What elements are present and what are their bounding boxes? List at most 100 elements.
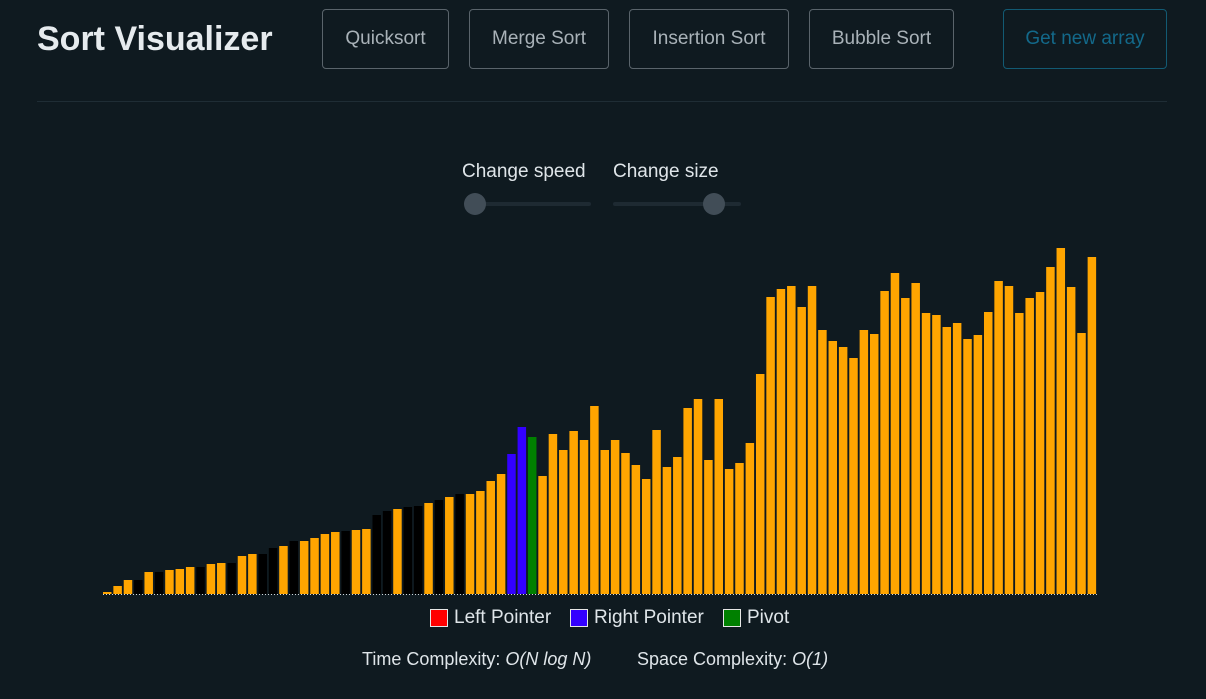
array-bar [527,437,537,594]
array-bar [942,327,952,594]
size-slider-label: Change size [613,161,719,182]
space-complexity: Space Complexity: O(1) [637,649,828,670]
array-bar [745,443,755,594]
array-bar [766,297,775,594]
array-bar [704,460,713,594]
array-bar [227,563,236,594]
array-bar [258,554,267,594]
bubble-sort-button[interactable]: Bubble Sort [809,9,954,69]
size-slider-thumb[interactable] [703,193,726,215]
array-bar [797,307,806,594]
array-bar [517,427,527,594]
array-bar [1015,313,1024,594]
array-bar [289,541,299,594]
array-bar [476,491,485,594]
array-bar [714,399,724,594]
speed-slider-thumb[interactable] [464,193,486,215]
page-title: Sort Visualizer [37,20,273,58]
array-bar [382,511,392,594]
array-bar [496,474,506,594]
array-bar [849,358,858,594]
array-bar [1035,292,1045,594]
array-bar [1046,267,1055,594]
array-bar [548,434,558,594]
array-bar [932,315,941,594]
array-bar [590,406,599,594]
array-bar [621,453,630,594]
array-bar [1077,333,1086,594]
array-bar [455,494,464,594]
array-bar [185,567,195,594]
array-bar [911,283,920,594]
array-bar [248,554,257,594]
array-bar [921,313,931,594]
array-bar [144,572,153,594]
array-bar [973,335,983,594]
array-bar [859,330,869,594]
array-bar [310,538,319,594]
array-bar [393,509,402,594]
time-complexity: Time Complexity: O(N log N) [362,649,591,670]
array-bar [299,541,309,594]
array-bar [217,563,226,594]
array-bar [320,534,330,594]
array-bar [1056,248,1066,594]
app-header: Sort Visualizer Quicksort Merge Sort Ins… [37,0,1167,102]
array-bar [641,479,651,594]
array-bar [724,469,734,594]
speed-slider-label: Change speed [462,161,586,182]
array-bar [755,374,765,594]
array-bar [268,548,278,594]
array-bar [559,450,568,594]
left-pointer-legend-label: Left Pointer [454,607,552,628]
array-bar [776,289,786,594]
array-bar [569,431,578,594]
array-bar [631,465,641,594]
get-new-array-button[interactable]: Get new array [1003,9,1167,69]
array-bar [486,481,495,594]
insertion-sort-button[interactable]: Insertion Sort [629,9,789,69]
quicksort-button[interactable]: Quicksort [322,9,449,69]
array-bar [1025,298,1034,594]
right-pointer-swatch [570,609,588,627]
array-bar [683,408,692,594]
array-bar [652,430,661,594]
array-bar [351,530,361,594]
speed-slider-track[interactable] [464,202,591,206]
array-bar [983,312,993,594]
array-bar [507,454,516,594]
array-bar [123,580,133,594]
array-bar [465,494,475,594]
array-bar [828,341,838,594]
time-complexity-value: O(N log N) [505,649,592,669]
array-bar [196,567,205,594]
array-bar [673,457,682,594]
array-bar [362,529,371,594]
array-bar [807,286,817,594]
space-complexity-value: O(1) [792,649,829,669]
array-bar [880,291,889,594]
array-bar [1004,286,1014,594]
array-bar [403,507,413,594]
array-bar [237,556,247,594]
size-slider-track[interactable] [613,202,741,206]
array-bar [341,531,350,594]
array-bar [787,286,796,594]
array-bar [963,339,972,594]
array-bar [994,281,1003,594]
array-bar [901,298,910,594]
pivot-legend-label: Pivot [747,607,790,628]
right-pointer-legend-label: Right Pointer [594,607,704,628]
pivot-swatch [723,609,741,627]
merge-sort-button[interactable]: Merge Sort [469,9,609,69]
array-bar [735,463,744,594]
array-bar [279,546,288,594]
left-pointer-swatch [430,609,448,627]
array-bar [154,572,164,594]
array-bar [372,515,381,594]
array-bar [103,592,112,594]
array-bar [662,467,672,594]
array-bar [445,497,454,594]
array-bar [424,503,433,594]
